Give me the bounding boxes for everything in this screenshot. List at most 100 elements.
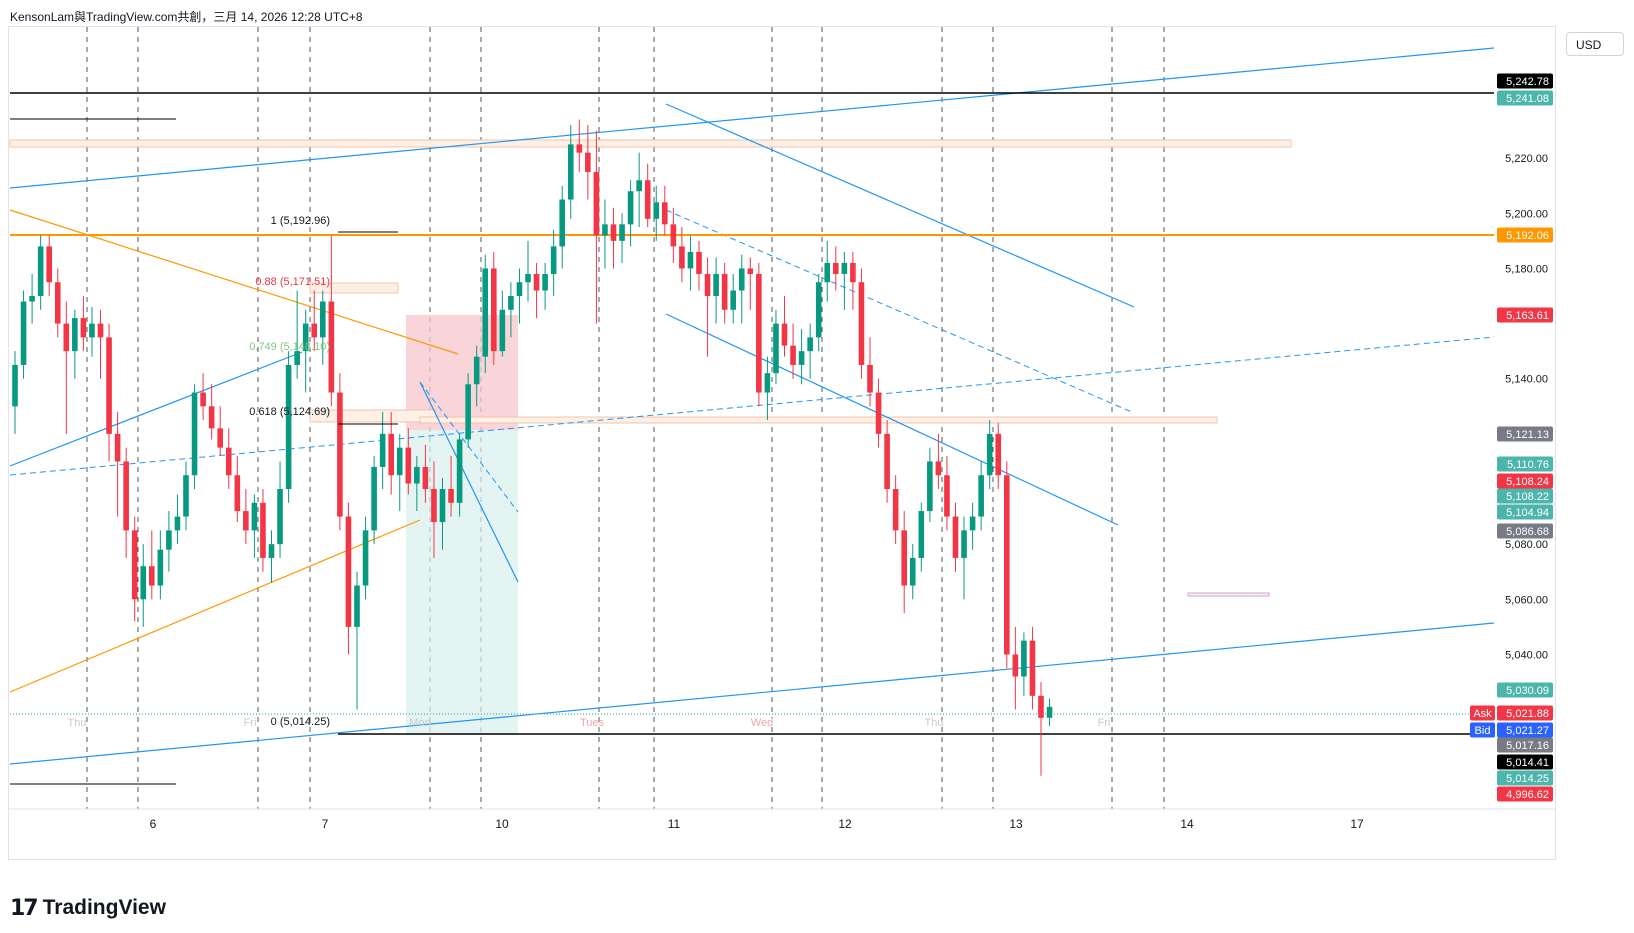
candle-body xyxy=(696,252,702,274)
candle-body xyxy=(816,282,822,337)
candle-body xyxy=(500,310,506,351)
price-label: 5,242.78 xyxy=(1497,74,1553,89)
candle xyxy=(217,406,223,456)
price-tick-label: 5,200.00 xyxy=(1505,208,1548,220)
candle xyxy=(72,310,78,379)
candle xyxy=(688,235,694,290)
candle xyxy=(893,475,899,544)
candle xyxy=(243,489,249,544)
candle-body xyxy=(910,558,916,586)
weekday-label: Wed xyxy=(751,717,773,729)
candle xyxy=(175,495,181,545)
candle xyxy=(636,153,642,227)
candle xyxy=(944,456,950,530)
candle xyxy=(919,503,925,572)
candle-body xyxy=(790,346,796,365)
candle xyxy=(910,544,916,599)
candle-body xyxy=(217,428,223,447)
candles xyxy=(12,120,1052,776)
tradingview-logo[interactable]: 17 TradingView xyxy=(10,894,166,922)
candle xyxy=(671,208,677,263)
candle-body xyxy=(243,511,249,530)
candle-body xyxy=(782,324,788,346)
candle xyxy=(884,420,890,503)
descending-channel-top xyxy=(666,104,1134,307)
candle-body xyxy=(525,274,531,282)
candle-body xyxy=(320,302,326,338)
candle-body xyxy=(577,144,583,152)
fib-level-label: 0.618 (5,124.69) xyxy=(249,406,330,418)
candle xyxy=(465,373,471,447)
tradingview-logo-text: TradingView xyxy=(43,896,166,920)
candle-body xyxy=(585,153,591,172)
price-label-text: 5,241.08 xyxy=(1506,93,1549,105)
candle xyxy=(29,274,35,324)
candle xyxy=(329,235,335,406)
candle-body xyxy=(636,180,642,191)
candle xyxy=(81,296,87,351)
candle xyxy=(235,456,241,522)
candle xyxy=(653,186,659,241)
candle xyxy=(611,208,617,269)
candle xyxy=(21,291,27,379)
date-tick-label: 6 xyxy=(150,817,157,831)
price-label: 5,086.68 xyxy=(1497,524,1553,539)
candle-body xyxy=(98,324,104,338)
candle-body xyxy=(21,302,27,365)
price-tick-label: 5,080.00 xyxy=(1505,539,1548,551)
candle-body xyxy=(371,467,377,530)
candle xyxy=(149,530,155,599)
candle-body xyxy=(414,467,420,484)
candle xyxy=(55,268,61,337)
trend-lines xyxy=(10,48,1494,784)
ascending-channel-mid xyxy=(10,337,1494,475)
candle xyxy=(482,255,488,374)
candle-body xyxy=(277,489,283,544)
price-label: 5,021.27Bid xyxy=(1470,723,1553,738)
candle-body xyxy=(893,489,899,530)
candle xyxy=(730,274,736,324)
candle-body xyxy=(773,324,779,374)
support-zone xyxy=(420,417,1217,423)
candle xyxy=(38,235,44,309)
date-tick-label: 12 xyxy=(838,817,852,831)
candle xyxy=(850,252,856,310)
candle xyxy=(89,307,95,357)
candle-body xyxy=(542,274,548,291)
candle xyxy=(525,241,531,302)
price-label-text: 5,104.94 xyxy=(1506,507,1549,519)
candle-body xyxy=(491,268,497,351)
candle-body xyxy=(978,475,984,516)
candle-body xyxy=(748,268,754,274)
candle-body xyxy=(722,274,728,310)
candle xyxy=(64,302,70,434)
tradingview-logo-icon: 17 xyxy=(10,896,37,921)
candle-body xyxy=(619,224,625,241)
candle xyxy=(12,351,18,434)
candle xyxy=(739,255,745,324)
candle xyxy=(397,434,403,511)
price-label: 5,108.22 xyxy=(1497,489,1553,504)
candle-body xyxy=(807,337,813,351)
fib-level-label: 0.88 (5,171.51) xyxy=(255,276,330,288)
candle xyxy=(713,257,719,323)
candle-body xyxy=(465,384,471,439)
candle-body xyxy=(833,263,839,274)
candle-body xyxy=(235,475,241,511)
candle-body xyxy=(337,393,343,517)
candle xyxy=(106,324,112,462)
candle xyxy=(705,257,711,356)
candle-body xyxy=(346,517,352,627)
date-tick-label: 11 xyxy=(668,817,681,831)
date-tick-label: 13 xyxy=(1009,817,1023,831)
price-label-text: 5,242.78 xyxy=(1506,76,1549,88)
candle-body xyxy=(713,274,719,296)
candle-body xyxy=(38,246,44,296)
currency-selector[interactable]: USD xyxy=(1566,32,1624,56)
candle xyxy=(166,511,172,572)
small-zone xyxy=(1188,593,1269,596)
candle-body xyxy=(944,475,950,516)
candle xyxy=(867,337,873,406)
price-label-text: 5,030.09 xyxy=(1506,685,1549,697)
